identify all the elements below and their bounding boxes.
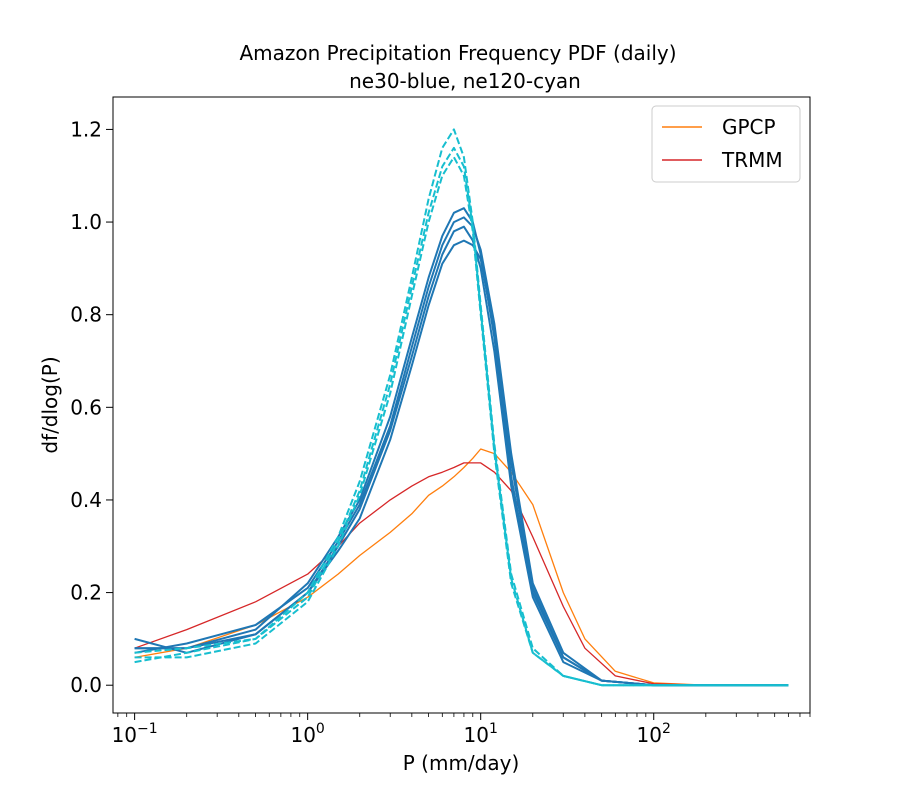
x-tick-exponent: −1 — [137, 721, 158, 737]
series-line-ne30-run-1 — [134, 207, 789, 687]
x-tick-base: 10 — [112, 723, 137, 747]
x-tick-base: 10 — [637, 723, 662, 747]
chart-title: Amazon Precipitation Frequency PDF (dail… — [239, 41, 676, 65]
x-tick-exponent: 0 — [316, 721, 325, 737]
x-axis-label: P (mm/day) — [403, 751, 520, 775]
x-tick-exponent: 2 — [662, 721, 671, 737]
series-line-ne30-run-4 — [134, 239, 789, 687]
y-axis-ticks: 0.0 0.2 0.4 0.6 0.8 1.0 1.2 — [70, 117, 113, 697]
legend-label-gpcp: GPCP — [722, 115, 776, 139]
x-tick-base: 10 — [290, 723, 315, 747]
plot-frame — [112, 96, 811, 714]
y-tick-label: 0.6 — [70, 395, 102, 419]
x-tick-label: 102 — [637, 721, 671, 747]
y-tick-label: 0.0 — [70, 673, 102, 697]
y-tick-label: 0.8 — [70, 303, 102, 327]
series-line-ne120-run-1 — [134, 128, 789, 687]
x-tick-label: 101 — [464, 721, 498, 747]
y-tick-label: 0.2 — [70, 581, 102, 605]
legend-label-trmm: TRMM — [721, 148, 783, 172]
y-axis-label: df/dlog(P) — [38, 356, 62, 453]
y-tick-label: 0.4 — [70, 488, 102, 512]
series-line-trmm — [134, 462, 789, 686]
y-tick-label: 1.2 — [70, 117, 102, 141]
chart-subtitle: ne30-blue, ne120-cyan — [349, 69, 581, 93]
y-tick-label: 1.0 — [70, 210, 102, 234]
series-line-ne120-run-3 — [134, 146, 789, 687]
x-tick-label: 10−1 — [112, 721, 158, 747]
x-axis-ticks: 10−1 100 101 102 — [112, 713, 811, 747]
series-line-ne30-run-2 — [134, 225, 789, 687]
series-line-ne30-run-3 — [134, 216, 789, 687]
series-line-ne120-run-2 — [134, 156, 789, 687]
x-tick-label: 100 — [290, 721, 324, 747]
x-tick-exponent: 1 — [489, 721, 498, 737]
legend: GPCP TRMM — [651, 105, 801, 183]
x-tick-base: 10 — [464, 723, 489, 747]
legend-box — [651, 105, 801, 183]
series-line-gpcp — [134, 448, 789, 686]
plot-lines — [134, 128, 789, 687]
